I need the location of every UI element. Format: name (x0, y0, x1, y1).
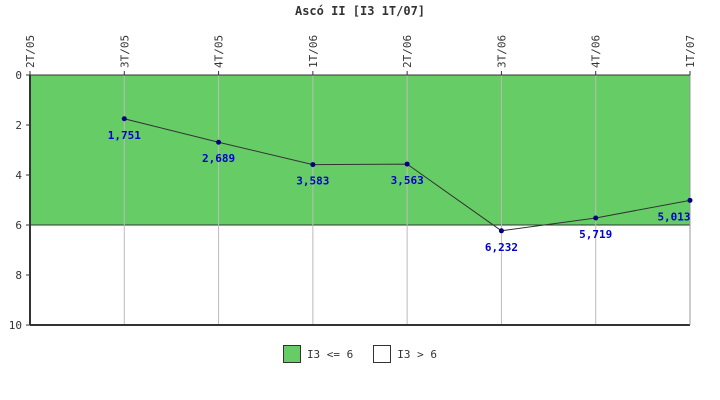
x-tick-label: 4T/06 (590, 35, 603, 68)
data-label: 1,751 (108, 129, 141, 142)
data-point (216, 139, 222, 145)
data-point (404, 161, 410, 167)
x-tick-label: 3T/06 (495, 35, 508, 68)
y-tick-label: 8 (15, 269, 22, 282)
chart-title: Ascó II [I3 1T/07] (295, 4, 425, 18)
band-low (29, 74, 691, 226)
data-label: 6,232 (485, 241, 518, 254)
band-high (30, 225, 690, 325)
legend: I3 <= 6 I3 > 6 (0, 345, 720, 363)
x-tick-label: 2T/05 (24, 35, 37, 68)
x-tick-label: 4T/05 (213, 35, 226, 68)
data-label: 2,689 (202, 152, 235, 165)
data-label: 5,013 (657, 210, 690, 223)
data-label: 3,583 (296, 175, 329, 188)
legend-swatch-low (282, 345, 301, 363)
legend-item-band-low: I3 <= 6 (282, 345, 354, 363)
y-tick-label: 10 (9, 319, 22, 332)
legend-label-low: I3 <= 6 (306, 347, 354, 361)
y-tick-label: 0 (15, 69, 22, 82)
data-label: 5,719 (579, 228, 612, 241)
x-tick-label: 3T/05 (118, 35, 131, 68)
data-point (121, 116, 127, 122)
data-label: 3,563 (391, 174, 424, 187)
x-tick-label: 1T/07 (684, 35, 697, 68)
legend-swatch-high (373, 345, 392, 363)
plot-area: 2T/05 3T/05 4T/05 1T/06 2T/06 3T/06 4T/06 1T/07… (9, 35, 697, 332)
x-tick-label: 1T/06 (307, 35, 320, 68)
data-point (687, 197, 693, 203)
data-point (593, 215, 599, 221)
y-tick-label: 6 (15, 219, 22, 232)
y-tick-label: 4 (15, 169, 22, 182)
x-tick-label: 2T/06 (401, 35, 414, 68)
legend-label-high: I3 > 6 (397, 347, 438, 361)
legend-item-band-high: I3 > 6 (373, 345, 437, 363)
data-point (498, 228, 504, 234)
y-tick-label: 2 (15, 119, 22, 132)
data-point (310, 162, 316, 168)
